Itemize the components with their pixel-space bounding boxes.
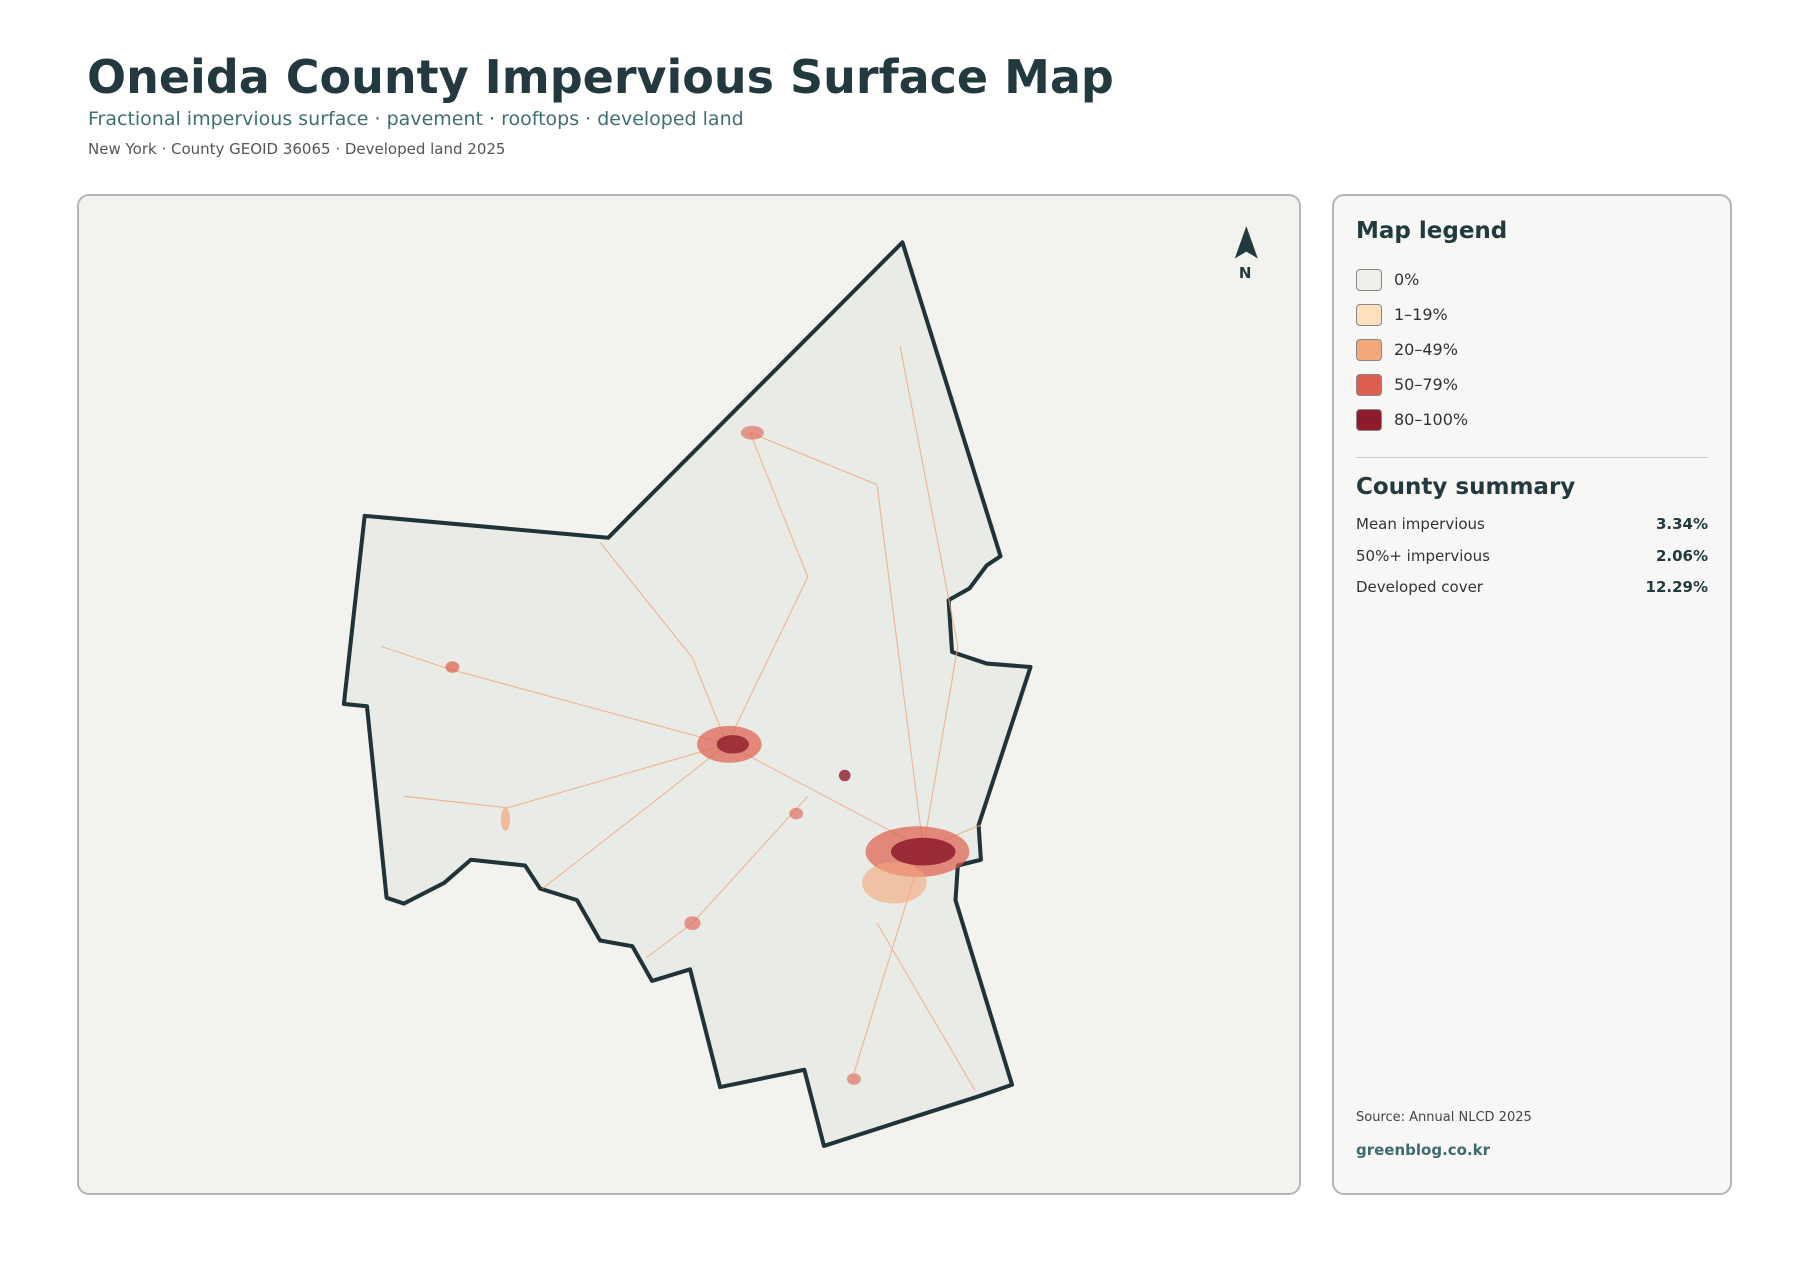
summary-row: Mean impervious 3.34%: [1356, 515, 1708, 547]
meta: New York · County GEOID 36065 · Develope…: [88, 140, 506, 158]
summary-label: 50%+ impervious: [1356, 546, 1490, 565]
legend-item: 20–49%: [1356, 332, 1468, 367]
legend-panel: [1332, 194, 1732, 1195]
legend-swatch: [1356, 373, 1382, 396]
subtitle: Fractional impervious surface · pavement…: [88, 108, 744, 130]
summary-rows: Mean impervious 3.34% 50%+ impervious 2.06%…: [1356, 515, 1708, 610]
summary-value: 3.34%: [1655, 515, 1708, 533]
legend-item: 0%: [1356, 262, 1468, 297]
legend-swatch: [1356, 303, 1382, 326]
roads: [380, 346, 982, 1091]
site[interactable]: greenblog.co.kr: [1356, 1141, 1491, 1159]
legend-label: 50–79%: [1394, 375, 1458, 394]
county-shape: [341, 240, 1033, 1148]
legend-swatch: [1356, 338, 1382, 361]
north-label: N: [1239, 264, 1252, 282]
legend-item: 80–100%: [1356, 402, 1468, 437]
summary-value: 12.29%: [1645, 578, 1708, 596]
north-arrow: [1234, 226, 1258, 259]
legend-label: 20–49%: [1394, 340, 1458, 359]
summary-row: 50%+ impervious 2.06%: [1356, 547, 1708, 579]
summary-label: Mean impervious: [1356, 515, 1485, 533]
urban-areas: [445, 425, 970, 1085]
divider: [1356, 457, 1708, 458]
legend-label: 0%: [1394, 270, 1420, 289]
summary-row: Developed cover 12.29%: [1356, 578, 1708, 610]
legend-item: 1–19%: [1356, 297, 1468, 332]
legend-swatch: [1356, 268, 1382, 291]
summary-label: Developed cover: [1356, 578, 1483, 596]
summary-title: County summary: [1356, 474, 1576, 500]
title: Oneida County Impervious Surface Map: [87, 50, 1114, 104]
legend-item: 50–79%: [1356, 367, 1468, 402]
summary-value: 2.06%: [1655, 546, 1708, 565]
legend-swatch: [1356, 408, 1382, 431]
legend-title: Map legend: [1356, 218, 1508, 244]
legend-label: 1–19%: [1394, 305, 1448, 324]
source: Source: Annual NLCD 2025: [1356, 1110, 1532, 1125]
legend-label: 80–100%: [1394, 410, 1469, 429]
legend-items: 0% 1–19% 20–49% 50–79% 80–100%: [1356, 262, 1468, 437]
